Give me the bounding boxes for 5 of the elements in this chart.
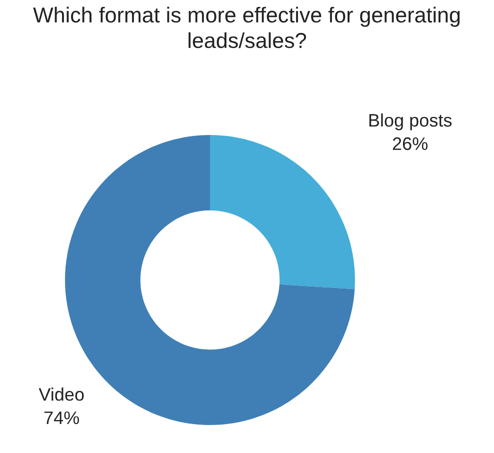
data-label: 26% xyxy=(392,137,428,150)
data-label: 74% xyxy=(44,411,80,424)
slice-label: Video xyxy=(38,388,84,401)
slice-label: Blog posts xyxy=(369,113,452,130)
chart-title: Which format is more effective for generating leads/sales? xyxy=(33,6,460,48)
